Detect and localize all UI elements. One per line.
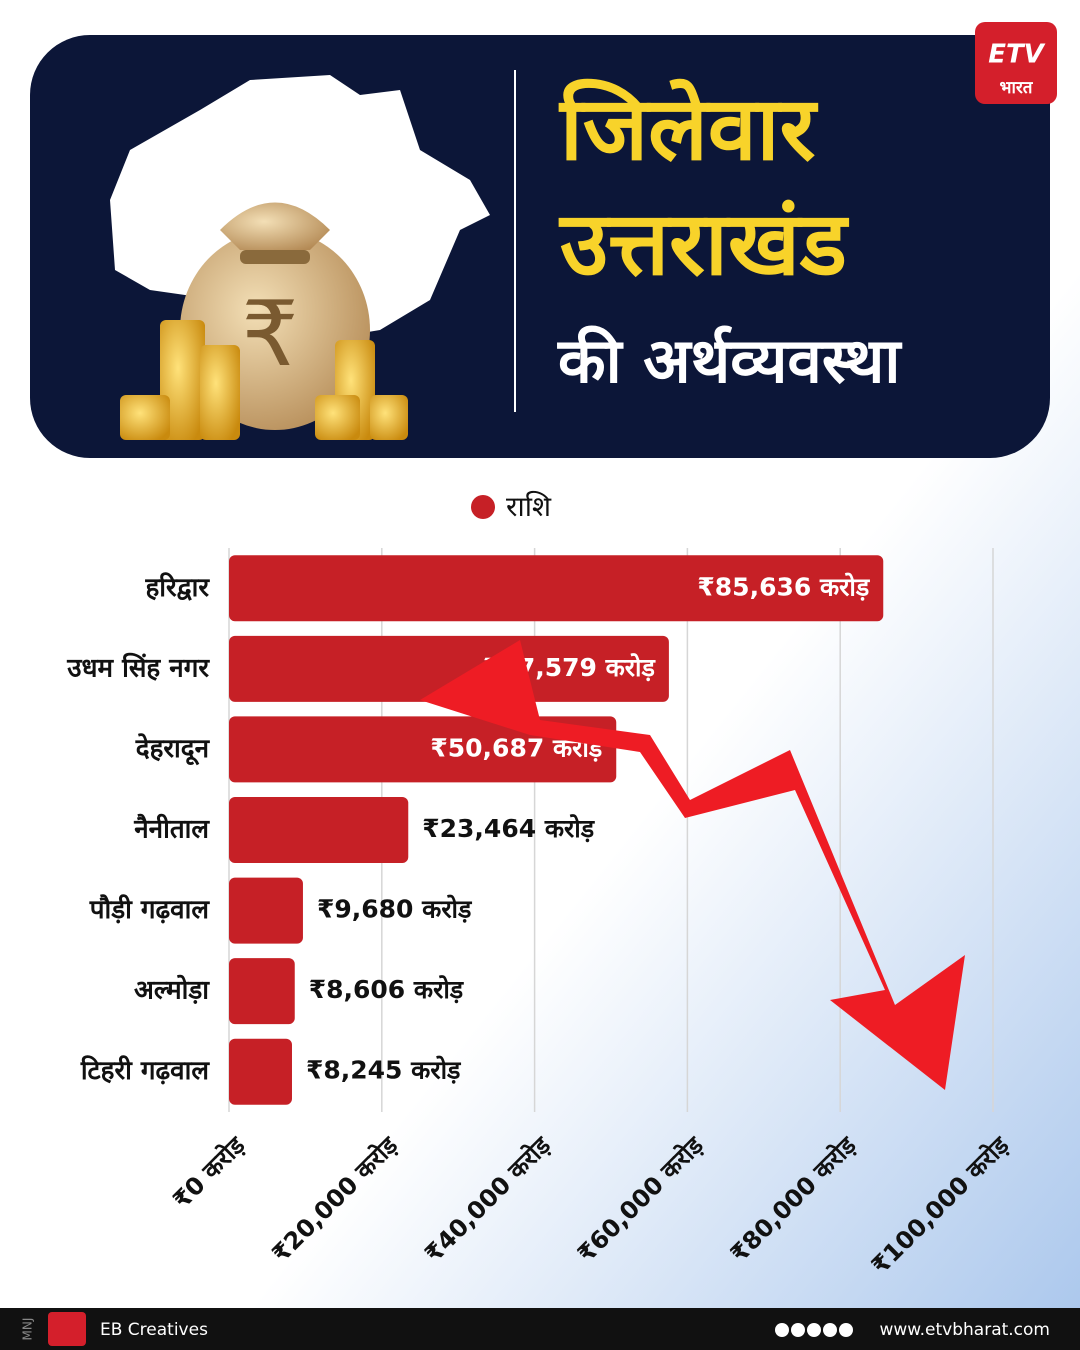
website: www.etvbharat.com (879, 1320, 1050, 1340)
subtitle: की अर्थव्यवस्था (557, 324, 902, 397)
value-label: ₹85,636 करोड़ (697, 572, 870, 601)
decline-arrow (420, 640, 965, 1090)
footer-logo (48, 1312, 86, 1346)
y-tick-label: नैनीताल (133, 814, 210, 845)
value-label: ₹23,464 करोड़ (422, 814, 595, 843)
bar (229, 877, 303, 944)
title-line: जिलेवार (558, 77, 818, 180)
logo-mark: ETV (988, 40, 1045, 70)
money-bag: ₹ (180, 202, 370, 430)
bar (229, 716, 617, 783)
y-tick-label: टिहरी गढ़वाल (80, 1055, 211, 1086)
bar (229, 555, 884, 622)
rupee-symbol: ₹ (241, 282, 298, 387)
title-line: उत्तराखंड (558, 192, 850, 295)
social-icons (775, 1323, 853, 1337)
logo-text: भारत (1000, 78, 1034, 98)
value-label: ₹8,606 करोड़ (309, 975, 465, 1004)
value-label: ₹9,680 करोड़ (317, 895, 473, 924)
legend-swatch (471, 495, 495, 519)
initials: MNJ (21, 1318, 35, 1341)
y-tick-label: देहरादून (135, 733, 211, 766)
coin-stacks (120, 320, 408, 440)
value-label: ₹8,245 करोड़ (306, 1056, 462, 1085)
bar (229, 635, 669, 702)
bar (229, 958, 295, 1025)
y-tick-label: अल्मोड़ा (134, 975, 210, 1006)
credit: EB Creatives (100, 1320, 208, 1340)
y-tick-label: पौड़ी गढ़वाल (89, 894, 211, 925)
bar (229, 1038, 292, 1105)
bar (229, 797, 409, 863)
y-tick-label: हरिद्वार (145, 572, 211, 603)
footer-bar (0, 1308, 1080, 1350)
y-tick-label: उधम सिंह नगर (66, 652, 210, 683)
legend-label: राशि (506, 490, 552, 523)
logo-box (975, 22, 1057, 104)
